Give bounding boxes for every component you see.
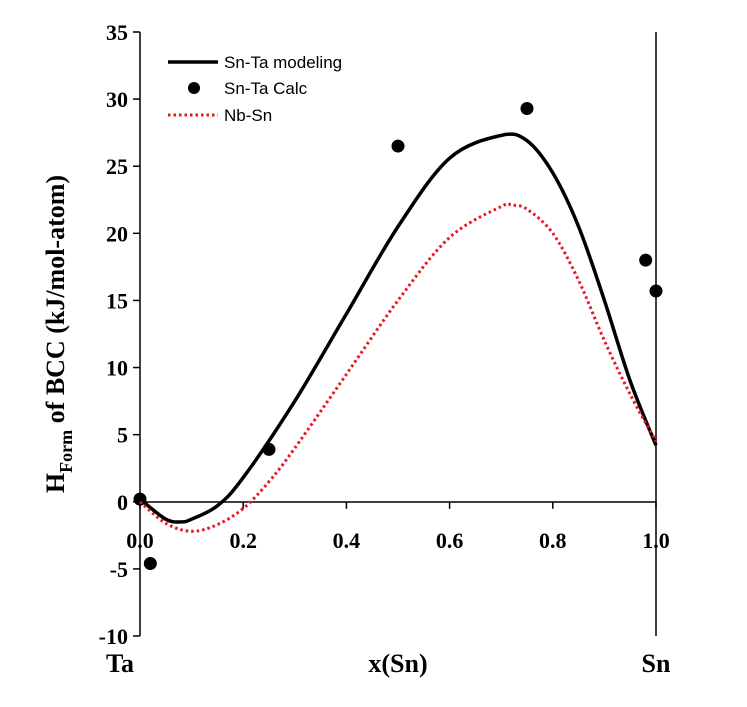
- x-tick-label: 0.8: [539, 528, 567, 553]
- y-axis-title-sub: Form: [56, 430, 76, 473]
- end-label-sn: Sn: [642, 649, 671, 678]
- y-ticks: -10 -5 0 5 10 15 20 25 30 35: [99, 20, 140, 649]
- y-tick-label: 30: [106, 87, 128, 112]
- modeling-line: [138, 132, 658, 524]
- x-axis-title: x(Sn): [368, 649, 427, 678]
- y-tick-label: 5: [117, 423, 128, 448]
- calc-point: [520, 102, 534, 116]
- nbsn-line: [139, 202, 658, 533]
- y-tick-label: 20: [106, 221, 128, 246]
- series-layer: [133, 102, 663, 571]
- y-tick-label: 0: [117, 490, 128, 515]
- x-ticks: 0.0 0.2 0.4 0.6 0.8 1.0: [126, 501, 670, 553]
- calc-point: [262, 442, 276, 456]
- calc-point: [639, 253, 653, 267]
- x-tick-label: 0.4: [333, 528, 361, 553]
- x-tick-label: 0.0: [126, 528, 154, 553]
- x-tick-label: 1.0: [642, 528, 670, 553]
- y-tick-label: 15: [106, 288, 128, 313]
- calc-point: [133, 492, 147, 506]
- plot-frame: [139, 32, 657, 636]
- y-tick-label: 35: [106, 20, 128, 45]
- y-axis-title-main: H: [41, 473, 70, 493]
- legend: Sn-Ta modeling Sn-Ta Calc Nb-Sn: [168, 53, 342, 125]
- y-tick-label: -10: [99, 624, 128, 649]
- y-tick-label: 10: [106, 356, 128, 381]
- legend-label-nbsn: Nb-Sn: [224, 106, 272, 125]
- x-tick-label: 0.6: [436, 528, 464, 553]
- calc-point: [143, 557, 157, 571]
- y-tick-label: -5: [110, 557, 128, 582]
- x-tick-label: 0.2: [229, 528, 257, 553]
- y-axis-title: HForm of BCC (kJ/mol-atom): [41, 175, 76, 493]
- legend-swatch-calc: [188, 82, 200, 94]
- calc-point: [649, 284, 663, 298]
- y-axis-title-rest: of BCC (kJ/mol-atom): [41, 175, 70, 430]
- legend-label-modeling: Sn-Ta modeling: [224, 53, 342, 72]
- y-tick-label: 25: [106, 154, 128, 179]
- legend-label-calc: Sn-Ta Calc: [224, 79, 308, 98]
- end-label-ta: Ta: [106, 649, 134, 678]
- calc-point: [391, 139, 405, 153]
